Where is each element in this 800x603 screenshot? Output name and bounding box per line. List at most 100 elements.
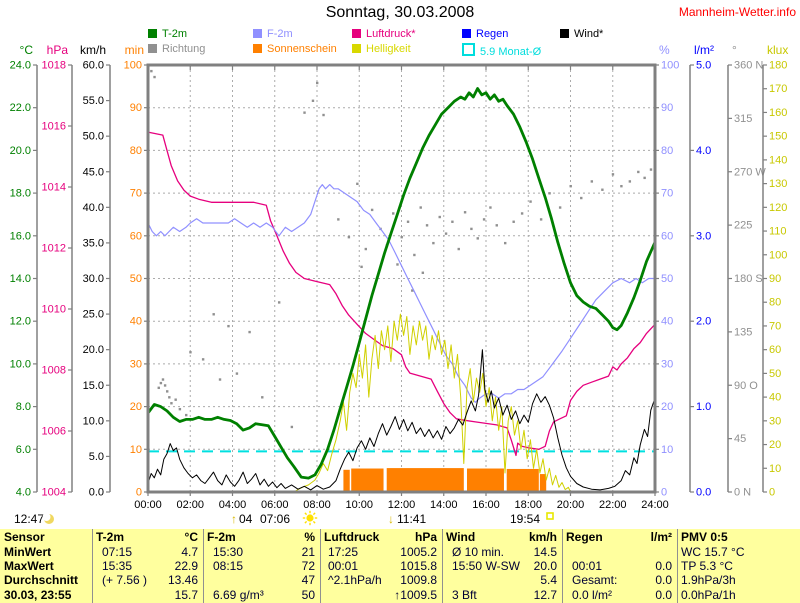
svg-text:70: 70	[130, 188, 142, 200]
moon-icon	[42, 513, 54, 524]
svg-text:5.0: 5.0	[696, 60, 711, 72]
sunrise-time: 07:06	[260, 512, 290, 526]
svg-text:24:00: 24:00	[641, 499, 669, 511]
legend-swatch-regen	[462, 29, 471, 38]
svg-text:10: 10	[130, 444, 142, 456]
svg-text:0.0: 0.0	[89, 487, 104, 499]
table-divider	[92, 529, 93, 603]
series-t-2m-line	[146, 87, 657, 480]
sun-moon-annotations: 12:47 ↑ 04 07:06 ↓ 11:41 19:54	[14, 510, 554, 526]
sun-icon	[302, 510, 318, 526]
svg-text:80: 80	[769, 297, 781, 309]
svg-text:100: 100	[124, 60, 142, 72]
svg-text:40: 40	[769, 392, 781, 404]
x-axis-labels: 00:00 02:00 04:00 06:00 08:00 10:00 12:00 14:00…	[134, 499, 669, 511]
series-wind-line	[147, 349, 656, 491]
legend-label-f2m: F-2m	[267, 28, 293, 40]
legend-swatch-luftdruck	[352, 29, 361, 38]
svg-text:140: 140	[769, 154, 787, 166]
svg-text:60.0: 60.0	[83, 60, 104, 72]
axis-unit-kmh: km/h	[80, 43, 106, 57]
svg-text:0: 0	[769, 487, 775, 499]
svg-text:360 N: 360 N	[734, 60, 763, 72]
legend-item-monat: 5.9 Monat-Ø	[462, 43, 541, 58]
svg-text:150: 150	[769, 131, 787, 143]
svg-text:00:00: 00:00	[134, 499, 162, 511]
svg-text:160: 160	[769, 107, 787, 119]
table-divider	[442, 529, 443, 603]
legend-item-sonnenschein: Sonnenschein	[253, 43, 337, 55]
legend-item-richtung: Richtung	[148, 43, 205, 55]
svg-text:90: 90	[130, 102, 142, 114]
svg-text:40: 40	[130, 316, 142, 328]
svg-text:120: 120	[769, 202, 787, 214]
svg-text:70: 70	[661, 188, 673, 200]
legend-label-richtung: Richtung	[162, 43, 206, 55]
svg-text:3.0: 3.0	[696, 230, 711, 242]
svg-text:1008: 1008	[42, 365, 66, 377]
table-divider	[562, 529, 563, 603]
svg-text:70: 70	[769, 320, 781, 332]
svg-text:18:00: 18:00	[514, 499, 542, 511]
svg-text:10: 10	[769, 463, 781, 475]
svg-text:1006: 1006	[42, 426, 66, 438]
legend-label-regen: Regen	[476, 28, 509, 40]
svg-text:4.0: 4.0	[696, 145, 711, 157]
svg-text:45: 45	[734, 433, 746, 445]
legend-item-luftdruck: Luftdruck*	[352, 28, 416, 40]
svg-text:180 S: 180 S	[734, 273, 763, 285]
svg-text:180: 180	[769, 60, 787, 72]
site-link[interactable]: Mannheim-Wetter.info	[678, 5, 796, 19]
svg-text:08:00: 08:00	[303, 499, 331, 511]
svg-text:8.0: 8.0	[16, 401, 31, 413]
svg-text:1.0: 1.0	[696, 401, 711, 413]
moonset-time: 11:41	[397, 512, 426, 526]
svg-text:1010: 1010	[42, 304, 66, 316]
axis-kmh: 60.0 55.0 50.0 45.0 40.0 35.0 30.0 25.0 20.0 15.0…	[80, 43, 111, 499]
svg-text:30: 30	[130, 358, 142, 370]
legend-swatch-richtung	[148, 44, 157, 53]
svg-text:90: 90	[661, 102, 673, 114]
svg-text:16:00: 16:00	[472, 499, 500, 511]
legend-swatch-t2m	[148, 29, 157, 38]
sunset-time: 19:54	[510, 512, 540, 526]
svg-text:60: 60	[130, 230, 142, 242]
legend-item-wind: Wind*	[560, 28, 603, 40]
svg-text:30.0: 30.0	[83, 273, 104, 285]
svg-text:20:00: 20:00	[557, 499, 585, 511]
svg-text:50: 50	[661, 273, 673, 285]
plot-grid	[148, 65, 655, 492]
series-f-2m-line	[147, 184, 655, 403]
page-title: Sonntag, 30.03.2008	[325, 4, 475, 21]
legend-label-helligkeit: Helligkeit	[366, 43, 411, 55]
summary-table: Sensor T-2m °C F-2m% Luftdruck hPa Wind km/h Reg…	[0, 529, 800, 603]
svg-text:270 W: 270 W	[734, 166, 766, 178]
svg-text:40: 40	[661, 316, 673, 328]
axis-unit-lm2: l/m²	[694, 43, 714, 57]
svg-text:135: 135	[734, 326, 752, 338]
svg-text:20.0: 20.0	[83, 344, 104, 356]
axis-unit-hpa: hPa	[47, 43, 69, 57]
moonset-arrow-icon: ↓	[388, 512, 394, 526]
legend-label-sonnenschein: Sonnenschein	[267, 43, 337, 55]
svg-text:55.0: 55.0	[83, 95, 104, 107]
svg-text:15.0: 15.0	[83, 380, 104, 392]
svg-text:60: 60	[661, 230, 673, 242]
svg-text:80: 80	[130, 145, 142, 157]
svg-text:14.0: 14.0	[10, 273, 31, 285]
axis-unit-deg: °	[732, 43, 737, 57]
series-luftdruck-line	[147, 131, 656, 457]
axis-lm2: 5.0 4.0 3.0 2.0 1.0 0.0 l/m²	[689, 43, 714, 499]
svg-text:1012: 1012	[42, 243, 66, 255]
svg-text:12.0: 12.0	[10, 316, 31, 328]
svg-text:20.0: 20.0	[10, 145, 31, 157]
moon-culmination-time: 12:47	[14, 512, 44, 526]
svg-text:0 N: 0 N	[734, 487, 751, 499]
svg-text:25.0: 25.0	[83, 309, 104, 321]
svg-text:80: 80	[661, 145, 673, 157]
axis-deg: 360 N 315 270 W 225 180 S 135 90 O 45 0 N °	[727, 43, 766, 499]
axis-unit-temp: °C	[20, 43, 34, 57]
